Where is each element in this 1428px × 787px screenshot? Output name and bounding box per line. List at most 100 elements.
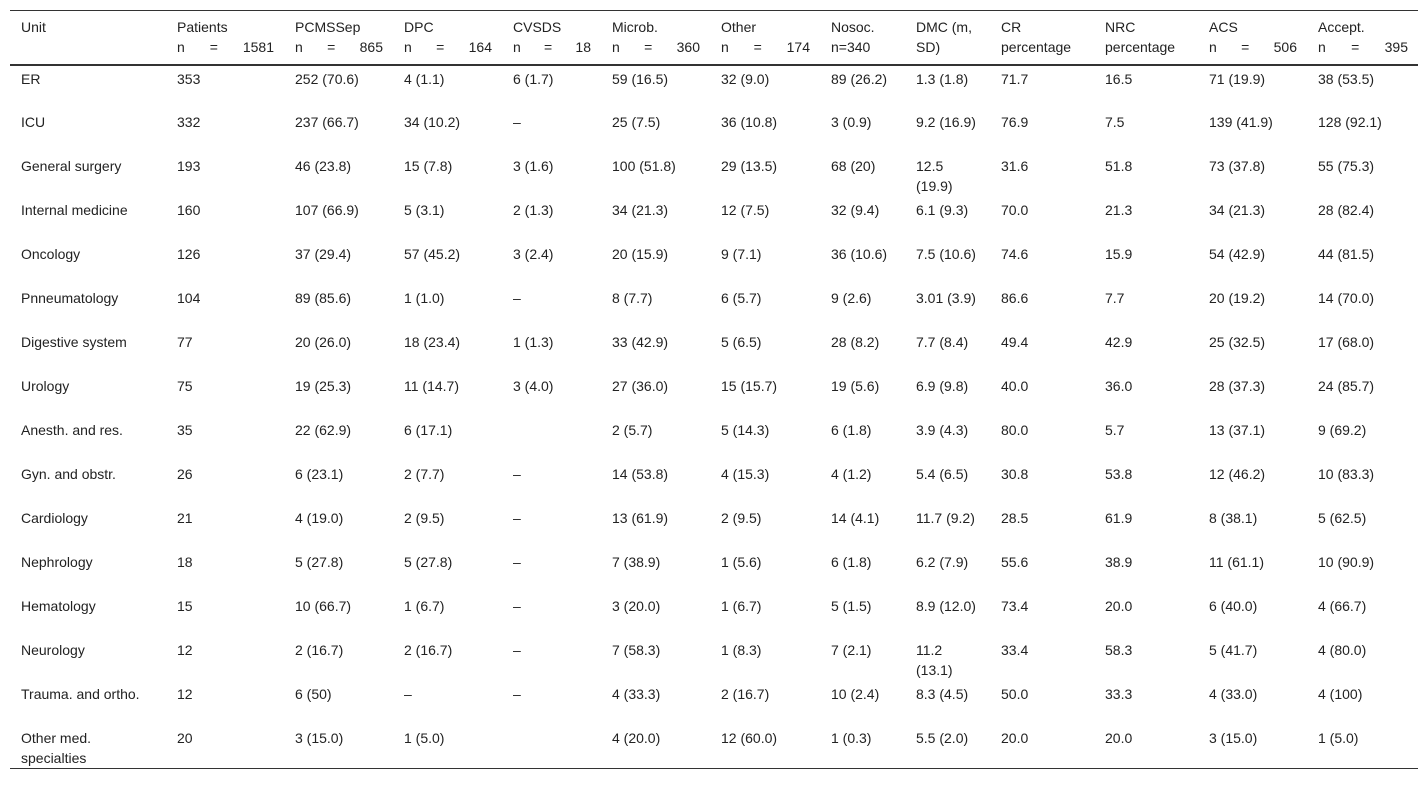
table-cell: 1 (0.3) (831, 729, 872, 746)
table-cell: 26 (177, 465, 193, 482)
table-cell: 33.4 (1001, 641, 1029, 658)
table-row: ER 353 252 (70.6) 4 (1.1) 6 (1.7) 59 (16.5) 32… (10, 65, 1418, 109)
table-cell: 70.0 (1001, 201, 1029, 218)
table-cell: 1 (8.3) (721, 641, 762, 658)
table-cell: 20.0 (1001, 729, 1029, 746)
table-cell: 8.3 (4.5) (916, 685, 969, 702)
table-cell: 20.0 (1105, 597, 1133, 614)
table-cell: – (513, 553, 521, 570)
table-cell: 1 (1.0) (404, 289, 445, 306)
table-cell: 44 (81.5) (1318, 245, 1375, 262)
table-cell: 12 (177, 641, 193, 658)
table-cell: 9.2 (16.9) (916, 113, 976, 130)
table-cell: 1 (5.0) (1318, 729, 1359, 746)
header-text: n = 395 (1318, 39, 1408, 55)
table-cell: 5 (3.1) (404, 201, 445, 218)
header-text: Nosoc. (831, 19, 875, 35)
table-cell: 3 (20.0) (612, 597, 661, 614)
table-cell: Urology (21, 377, 70, 394)
table-cell: 1 (5.0) (404, 729, 445, 746)
header-cell: DPC n = 164 (393, 11, 502, 65)
table-cell: 3 (1.6) (513, 157, 554, 174)
table-cell: 17 (68.0) (1318, 333, 1375, 350)
table-cell: 55.6 (1001, 553, 1029, 570)
table-cell: 34 (10.2) (404, 113, 461, 130)
table-cell: 12 (60.0) (721, 729, 778, 746)
table-cell: 11 (61.1) (1209, 553, 1264, 570)
header-text: n = 360 (612, 39, 700, 55)
table-row: Pnneumatology 104 89 (85.6) 1 (1.0) – 8 (7.7)… (10, 285, 1418, 329)
table-cell: 6 (1.8) (831, 421, 872, 438)
table-cell: 89 (26.2) (831, 70, 888, 87)
table-cell: 3 (15.0) (1209, 729, 1258, 746)
table-cell: 51.8 (1105, 157, 1133, 174)
table-cell: 1 (1.3) (513, 333, 554, 350)
table-row: General surgery 193 46 (23.8) 15 (7.8) 3 (1.… (10, 153, 1418, 197)
table-cell: 14 (4.1) (831, 509, 880, 526)
table-cell: 73.4 (1001, 597, 1029, 614)
table-cell: 1 (6.7) (404, 597, 445, 614)
table-cell: Oncology (21, 245, 81, 262)
header-cell: CR percentage (990, 11, 1094, 65)
table-cell: 9 (2.6) (831, 289, 872, 306)
header-cell: Nosoc. n=340 (820, 11, 905, 65)
header-cell: Other n = 174 (710, 11, 820, 65)
table-cell: 30.8 (1001, 465, 1029, 482)
header-text: n = 164 (404, 39, 492, 55)
table-cell: 8.9 (12.0) (916, 597, 976, 614)
table-cell: 107 (66.9) (295, 201, 359, 218)
table-cell: 15 (15.7) (721, 377, 778, 394)
table-cell: 1.3 (1.8) (916, 70, 969, 87)
table-cell: 6 (5.7) (721, 289, 762, 306)
table-cell: – (513, 641, 521, 658)
table-cell: 10 (83.3) (1318, 465, 1375, 482)
table-cell: 38.9 (1105, 553, 1133, 570)
table-cell: 61.9 (1105, 509, 1133, 526)
table-cell: 71 (19.9) (1209, 70, 1266, 87)
table-cell: 160 (177, 201, 201, 218)
table-cell: 11.7 (9.2) (916, 509, 975, 526)
table-cell: 10 (66.7) (295, 597, 352, 614)
table-cell: 80.0 (1001, 421, 1029, 438)
table-cell: 2 (1.3) (513, 201, 554, 218)
table-cell: 7 (2.1) (831, 641, 872, 658)
table-cell (502, 417, 601, 461)
table-cell: 73 (37.8) (1209, 157, 1266, 174)
table-cell: 6 (50) (295, 685, 332, 702)
table-row: Internal medicine 160 107 (66.9) 5 (3.1) 2 (… (10, 197, 1418, 241)
table-cell: 58.3 (1105, 641, 1133, 658)
header-cell: Accept. n = 395 (1307, 11, 1418, 65)
header-text: Accept. (1318, 19, 1365, 35)
table-row: Trauma. and ortho. 12 6 (50) – – 4 (33.3) 2 (1… (10, 681, 1418, 725)
header-cell: CVSDS n = 18 (502, 11, 601, 65)
table-cell: – (513, 509, 521, 526)
table-cell: 4 (33.0) (1209, 685, 1258, 702)
table-cell: 6.1 (9.3) (916, 201, 969, 218)
header-cell: Patients n = 1581 (166, 11, 284, 65)
header-text: DMC (m, (916, 19, 972, 35)
table-cell: 42.9 (1105, 333, 1133, 350)
table-cell: 5.5 (2.0) (916, 729, 969, 746)
table-cell: 4 (66.7) (1318, 597, 1367, 614)
table-cell: 33.3 (1105, 685, 1133, 702)
table-cell: – (513, 685, 521, 702)
table-cell: Cardiology (21, 509, 88, 526)
table-row: Digestive system 77 20 (26.0) 18 (23.4) 1 (1… (10, 329, 1418, 373)
table-cell: 89 (85.6) (295, 289, 352, 306)
table-cell: 7.7 (1105, 289, 1125, 306)
table-cell: 86.6 (1001, 289, 1029, 306)
table-cell: 5 (14.3) (721, 421, 770, 438)
header-text: NRC (1105, 19, 1136, 35)
table-cell: 6 (23.1) (295, 465, 344, 482)
table-cell: 6.2 (7.9) (916, 553, 969, 570)
table-cell: 5 (27.8) (295, 553, 344, 570)
table-cell: 20 (177, 729, 193, 746)
table-cell: Trauma. and ortho. (21, 685, 140, 702)
table-cell: 53.8 (1105, 465, 1133, 482)
table-cell: 139 (41.9) (1209, 113, 1273, 130)
table-cell: 7 (58.3) (612, 641, 661, 658)
header-text: Patients (177, 19, 228, 35)
table-cell: 4 (19.0) (295, 509, 344, 526)
table-cell: 20.0 (1105, 729, 1133, 746)
table-cell: 12 (7.5) (721, 201, 770, 218)
